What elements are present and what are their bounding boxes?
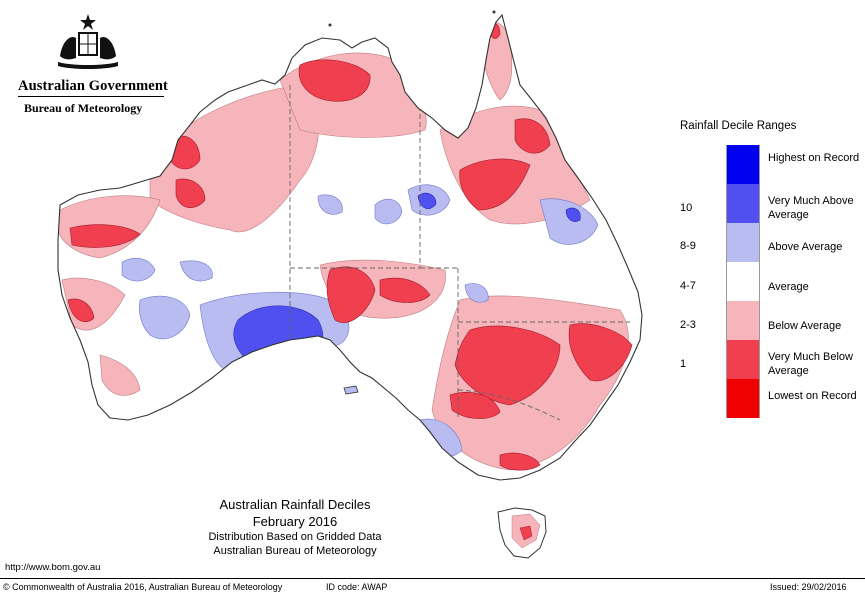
map-period: February 2016 bbox=[252, 514, 338, 529]
legend-item-below-average: 2-3 Below Average bbox=[680, 301, 860, 340]
island bbox=[328, 23, 332, 27]
map-title: Australian Rainfall Deciles bbox=[219, 497, 371, 512]
agency-name: Australian Government bbox=[18, 78, 168, 94]
very-much-below-average-regions bbox=[67, 22, 633, 471]
issued-date: Issued: 29/02/2016 bbox=[770, 582, 847, 592]
legend-range: 10 bbox=[680, 202, 693, 214]
legend-item-average: 4-7 Average bbox=[680, 262, 860, 301]
legend-swatch bbox=[726, 145, 760, 184]
tasmania-very-much-below-average bbox=[519, 525, 533, 541]
map-title-block: Australian Rainfall Deciles February 201… bbox=[175, 496, 415, 558]
copyright-text: © Commonwealth of Australia 2016, Austra… bbox=[3, 582, 283, 592]
legend-item-above-average: 8-9 Above Average bbox=[680, 223, 860, 262]
agency-divider bbox=[18, 96, 164, 97]
legend-title: Rainfall Decile Ranges bbox=[680, 120, 797, 132]
legend-label: Very Much Below Average bbox=[768, 351, 853, 377]
legend-swatch bbox=[726, 223, 760, 262]
tasmania bbox=[497, 507, 547, 559]
legend-label: Highest on Record bbox=[768, 152, 860, 164]
website-url[interactable]: http://www.bom.gov.au bbox=[5, 562, 101, 573]
legend-label: Very Much Above Average bbox=[768, 195, 854, 221]
legend-item-very-much-below-average: 1 Very Much Below Average bbox=[680, 340, 860, 379]
legend-label: Above Average bbox=[768, 241, 843, 253]
legend-swatch bbox=[726, 184, 760, 223]
legend-range: 8-9 bbox=[680, 240, 696, 252]
legend-range: 2-3 bbox=[680, 319, 696, 331]
mainland-coastline bbox=[57, 13, 643, 481]
legend-range: 4-7 bbox=[680, 280, 696, 292]
legend-swatch bbox=[726, 379, 760, 418]
legend-label: Lowest on Record bbox=[768, 390, 857, 402]
mainland bbox=[58, 15, 642, 480]
island bbox=[492, 10, 496, 14]
legend-label: Below Average bbox=[768, 320, 842, 332]
legend-swatch bbox=[726, 301, 760, 340]
id-code: ID code: AWAP bbox=[326, 582, 388, 592]
legend-swatch bbox=[726, 340, 760, 379]
footer-divider bbox=[0, 578, 865, 579]
kangaroo-island bbox=[343, 385, 359, 395]
legend-item-lowest-on-record: Lowest on Record bbox=[680, 379, 860, 418]
legend-label: Average bbox=[768, 281, 809, 293]
legend-item-highest-on-record: Highest on Record bbox=[680, 145, 860, 184]
legend-item-very-much-above-average: 10 Very Much Above Average bbox=[680, 184, 860, 223]
legend-swatch bbox=[726, 262, 760, 301]
coat-of-arms-icon bbox=[58, 14, 118, 69]
map-source: Australian Bureau of Meteorology bbox=[213, 545, 377, 557]
department-name: Bureau of Meteorology bbox=[24, 101, 143, 115]
legend-range: 1 bbox=[680, 358, 687, 370]
map-method: Distribution Based on Gridded Data bbox=[208, 531, 382, 543]
